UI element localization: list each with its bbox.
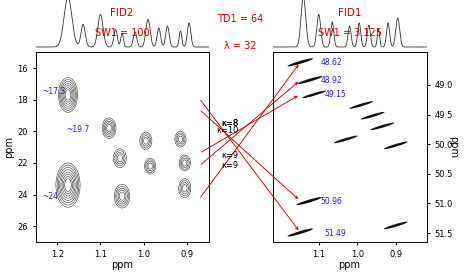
Text: TD1 = 64: TD1 = 64 [218,14,264,24]
Text: 49.15: 49.15 [325,90,346,99]
Text: κ=8: κ=8 [221,119,238,128]
Ellipse shape [302,90,326,98]
X-axis label: ppm: ppm [338,260,361,270]
Text: SW1 = 100: SW1 = 100 [95,28,149,37]
Ellipse shape [334,136,358,143]
Ellipse shape [384,142,408,149]
Text: ~17.3: ~17.3 [42,87,65,96]
Ellipse shape [288,58,313,66]
Ellipse shape [297,76,323,84]
Ellipse shape [349,101,373,109]
Text: SW1 = 3.125: SW1 = 3.125 [318,28,382,37]
Text: 51.49: 51.49 [325,229,346,238]
Ellipse shape [288,229,313,236]
Text: κ=10: κ=10 [216,126,238,135]
Ellipse shape [370,123,394,130]
Text: FID1: FID1 [338,8,361,18]
X-axis label: ppm: ppm [111,260,133,270]
Text: ~19.7: ~19.7 [66,125,89,134]
Text: λ = 32: λ = 32 [224,41,257,51]
Text: κ=9: κ=9 [221,161,238,170]
Text: 48.62: 48.62 [321,58,342,67]
Text: 48.92: 48.92 [321,76,342,85]
Y-axis label: ppm: ppm [448,136,458,158]
Ellipse shape [296,197,322,205]
Text: 50.96: 50.96 [321,197,343,206]
Text: κ=9: κ=9 [221,151,238,160]
Text: κ=8: κ=8 [221,119,238,128]
Text: ~24: ~24 [42,192,58,201]
Text: FID2: FID2 [110,8,134,18]
Ellipse shape [384,222,408,229]
Ellipse shape [361,112,384,119]
Y-axis label: ppm: ppm [5,136,15,158]
